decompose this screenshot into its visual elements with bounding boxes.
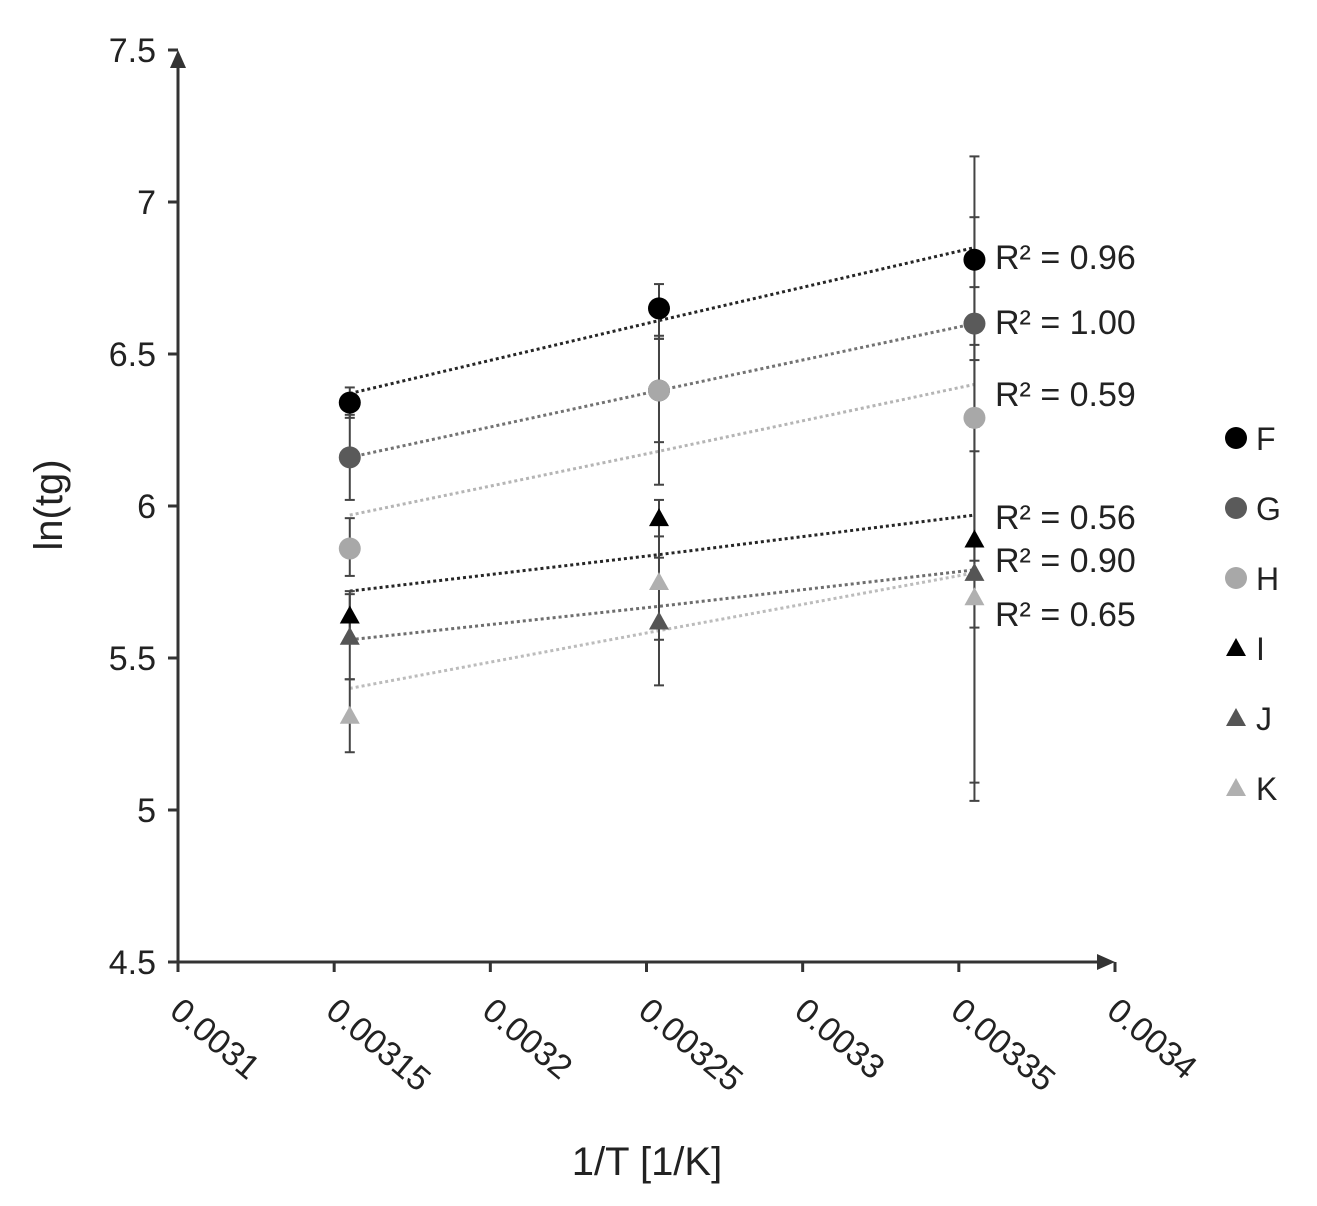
legend-label: J bbox=[1256, 701, 1272, 737]
y-tick-label: 7 bbox=[137, 184, 156, 222]
x-tick-label: 0.00335 bbox=[944, 991, 1063, 1099]
error-bars bbox=[344, 155, 980, 802]
trendline-K bbox=[349, 571, 975, 690]
legend-item-G: G bbox=[1225, 491, 1281, 527]
x-axis-title: 1/T [1/K] bbox=[572, 1140, 722, 1184]
y-tick-label: 6.5 bbox=[109, 336, 156, 374]
trendline-I bbox=[349, 513, 975, 593]
data-point-K bbox=[648, 572, 669, 590]
data-point-J bbox=[648, 611, 669, 630]
r2-label-K: R² = 0.65 bbox=[995, 596, 1136, 634]
data-point-F bbox=[963, 248, 986, 271]
y-axis-arrow bbox=[170, 50, 186, 68]
x-tick-label: 0.0034 bbox=[1100, 991, 1204, 1087]
legend-label: I bbox=[1256, 631, 1265, 667]
y-tick-label: 5.5 bbox=[109, 640, 156, 678]
data-point-H bbox=[963, 406, 986, 429]
y-tick-label: 4.5 bbox=[109, 944, 156, 982]
legend-item-J: J bbox=[1226, 701, 1272, 737]
r2-label-F: R² = 0.96 bbox=[995, 239, 1136, 277]
data-point-G bbox=[338, 446, 361, 469]
x-tick-label: 0.0031 bbox=[163, 991, 267, 1087]
y-tick-label: 7.5 bbox=[109, 32, 156, 70]
x-tick-label: 0.0032 bbox=[475, 991, 579, 1087]
data-point-I bbox=[339, 605, 360, 624]
legend-item-H: H bbox=[1225, 561, 1279, 597]
x-tick-label: 0.00315 bbox=[319, 991, 438, 1099]
data-point-K bbox=[964, 587, 985, 606]
data-point-H bbox=[647, 379, 670, 402]
data-point-I bbox=[964, 529, 985, 548]
legend-label: F bbox=[1256, 421, 1276, 457]
trendline-J bbox=[349, 568, 975, 642]
r2-label-J: R² = 0.90 bbox=[995, 542, 1136, 580]
r2-label-I: R² = 0.56 bbox=[995, 499, 1136, 537]
error-bar-H bbox=[653, 334, 664, 486]
legend-label: K bbox=[1256, 771, 1277, 807]
data-point-J bbox=[964, 562, 985, 581]
y-tick-label: 6 bbox=[137, 488, 156, 526]
trendline-F bbox=[349, 246, 975, 395]
legend-item-K: K bbox=[1226, 771, 1277, 807]
legend-marker bbox=[1226, 708, 1246, 726]
r2-label-H: R² = 0.59 bbox=[995, 376, 1136, 414]
data-point-F bbox=[338, 391, 361, 414]
data-point-F bbox=[647, 297, 670, 320]
data-point-J bbox=[339, 626, 360, 645]
legend-label: H bbox=[1256, 561, 1279, 597]
legend-item-I: I bbox=[1226, 631, 1265, 667]
x-tick-label: 0.00325 bbox=[631, 991, 750, 1099]
legend-marker bbox=[1225, 497, 1247, 519]
x-tick-label: 0.0033 bbox=[788, 991, 892, 1087]
legend-marker bbox=[1225, 427, 1247, 449]
data-point-K bbox=[339, 705, 360, 724]
data-points bbox=[338, 248, 986, 724]
legend-marker bbox=[1226, 638, 1246, 656]
y-tick-label: 5 bbox=[137, 792, 156, 830]
data-point-H bbox=[338, 537, 361, 560]
y-axis-title: ln(tg) bbox=[27, 459, 71, 550]
legend-marker bbox=[1226, 778, 1246, 796]
trendline-H bbox=[349, 382, 975, 517]
legend-label: G bbox=[1256, 491, 1281, 527]
data-point-G bbox=[963, 312, 986, 335]
axis-titles: 1/T [1/K] ln(tg) bbox=[27, 459, 722, 1184]
data-point-I bbox=[648, 508, 669, 527]
r2-label-G: R² = 1.00 bbox=[995, 304, 1136, 342]
x-axis-arrow bbox=[1097, 954, 1115, 970]
legend-marker bbox=[1225, 567, 1247, 589]
legend-item-F: F bbox=[1225, 421, 1276, 457]
r-squared-labels: R² = 0.96 R² = 1.00 R² = 0.59 R² = 0.56 R² =… bbox=[995, 239, 1136, 634]
